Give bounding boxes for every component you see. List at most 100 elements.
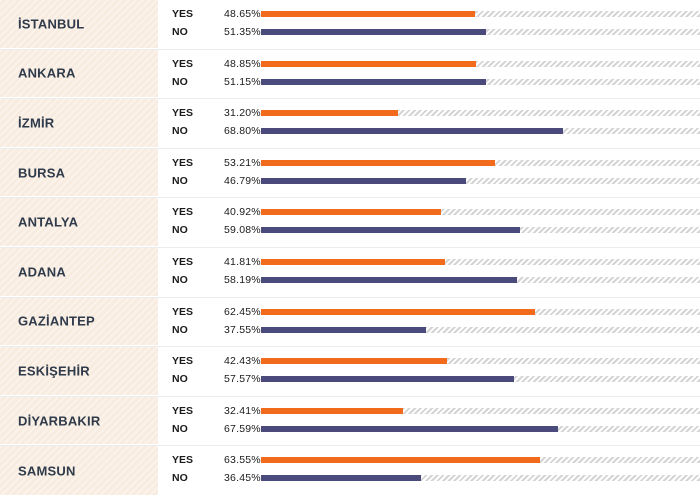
city-name: BURSA <box>18 165 66 181</box>
yes-bar-track <box>261 110 700 117</box>
no-label: NO <box>172 422 188 435</box>
city-name: İZMİR <box>18 115 55 131</box>
no-label: NO <box>172 273 188 286</box>
yes-bar-track <box>261 60 700 67</box>
yes-label: YES <box>172 355 194 368</box>
yes-label: YES <box>172 454 194 467</box>
yes-bar-track <box>261 407 700 414</box>
city-cell: ANKARA <box>0 49 158 99</box>
yes-percent: 63.55% <box>224 454 261 467</box>
no-bar <box>261 276 517 283</box>
no-percent: 36.45% <box>224 472 261 485</box>
yes-line: YES 31.20% <box>158 105 700 123</box>
yes-label: YES <box>172 57 194 70</box>
city-cell: DİYARBAKIR <box>0 396 158 446</box>
yes-percent: 31.20% <box>224 107 261 120</box>
no-label: NO <box>172 323 188 336</box>
no-line: NO 57.57% <box>158 371 700 389</box>
city-name: ESKİŞEHİR <box>18 363 90 379</box>
yes-line: YES 48.65% <box>158 6 700 24</box>
no-bar-track <box>261 276 700 283</box>
yes-line: YES 41.81% <box>158 254 700 272</box>
city-name: İSTANBUL <box>18 16 85 32</box>
result-row: GAZİANTEP YES 62.45% NO 37.55% <box>0 297 700 348</box>
city-cell: GAZİANTEP <box>0 297 158 347</box>
result-row: ESKİŞEHİR YES 42.43% NO 57.57% <box>0 347 700 397</box>
yes-bar-track <box>261 159 700 166</box>
no-line: NO 58.19% <box>158 272 700 290</box>
yes-line: YES 62.45% <box>158 304 700 322</box>
city-cell: BURSA <box>0 148 158 198</box>
no-line: NO 36.45% <box>158 470 700 488</box>
no-label: NO <box>172 26 188 38</box>
no-bar <box>261 475 421 482</box>
yes-bar <box>261 60 476 67</box>
city-name: DİYARBAKIR <box>18 413 101 429</box>
city-cell: SAMSUN <box>0 446 158 496</box>
no-percent: 58.19% <box>224 273 261 286</box>
no-line: NO 51.35% <box>158 24 700 42</box>
no-percent: 51.15% <box>224 75 261 88</box>
result-row: SAMSUN YES 63.55% NO 36.45% <box>0 446 700 496</box>
yes-line: YES 40.92% <box>158 204 700 222</box>
result-row: İZMİR YES 31.20% NO 68.80% <box>0 99 700 149</box>
no-bar <box>261 177 467 184</box>
no-bar-track <box>261 128 700 135</box>
yes-line: YES 48.85% <box>158 56 700 74</box>
city-cell: İSTANBUL <box>0 0 158 49</box>
no-bar <box>261 128 563 135</box>
yes-bar <box>261 110 398 117</box>
yes-percent: 42.43% <box>224 355 261 368</box>
yes-label: YES <box>172 255 194 268</box>
no-percent: 59.08% <box>224 224 261 237</box>
no-bar-track <box>261 29 700 35</box>
no-bar <box>261 326 426 333</box>
no-bar-track <box>261 425 700 432</box>
no-line: NO 51.15% <box>158 74 700 92</box>
yes-line: YES 53.21% <box>158 155 700 173</box>
yes-percent: 48.65% <box>224 8 261 20</box>
no-label: NO <box>172 75 188 88</box>
no-bar-track <box>261 326 700 333</box>
no-bar <box>261 376 514 383</box>
no-line: NO 59.08% <box>158 222 700 240</box>
yes-percent: 40.92% <box>224 206 261 219</box>
no-label: NO <box>172 125 188 138</box>
no-percent: 67.59% <box>224 422 261 435</box>
city-name: ADANA <box>18 264 66 280</box>
yes-bar <box>261 11 475 17</box>
no-label: NO <box>172 472 188 485</box>
yes-bar-track <box>261 258 700 265</box>
yes-label: YES <box>172 206 194 219</box>
city-cell: İZMİR <box>0 99 158 148</box>
yes-bar-track <box>261 358 700 365</box>
no-percent: 37.55% <box>224 323 261 336</box>
city-cell: ANTALYA <box>0 198 158 247</box>
yes-bar <box>261 159 495 166</box>
city-name: SAMSUN <box>18 463 76 479</box>
no-line: NO 68.80% <box>158 123 700 141</box>
no-label: NO <box>172 174 188 187</box>
no-bar <box>261 227 521 234</box>
yes-bar-track <box>261 457 700 464</box>
yes-line: YES 63.55% <box>158 452 700 470</box>
yes-label: YES <box>172 156 194 169</box>
no-percent: 46.79% <box>224 174 261 187</box>
no-bar <box>261 29 487 35</box>
yes-bar <box>261 358 448 365</box>
no-label: NO <box>172 373 188 386</box>
yes-label: YES <box>172 107 194 120</box>
city-name: ANTALYA <box>18 214 79 230</box>
no-bar-track <box>261 227 700 234</box>
yes-label: YES <box>172 305 194 318</box>
yes-percent: 41.81% <box>224 255 261 268</box>
no-bar-track <box>261 177 700 184</box>
no-percent: 68.80% <box>224 125 261 138</box>
no-bar-track <box>261 78 700 85</box>
yes-percent: 53.21% <box>224 156 261 169</box>
result-row: DİYARBAKIR YES 32.41% NO 67.59% <box>0 396 700 447</box>
result-row: BURSA YES 53.21% NO 46.79% <box>0 148 700 199</box>
yes-line: YES 42.43% <box>158 353 700 371</box>
no-bar-track <box>261 475 700 482</box>
